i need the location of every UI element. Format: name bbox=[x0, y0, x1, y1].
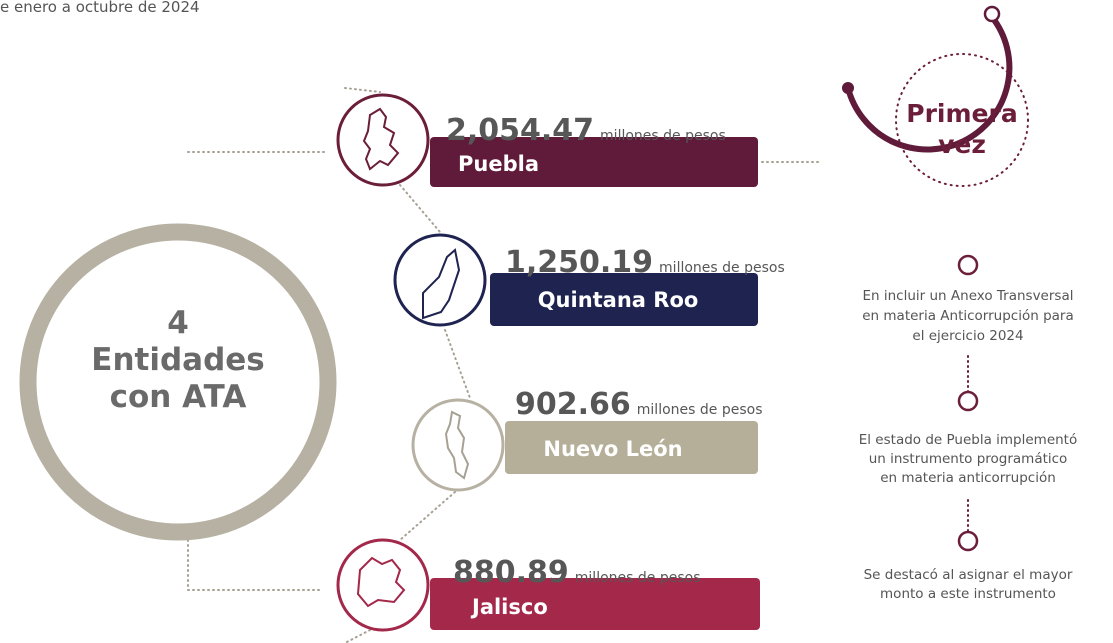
center-text: 4 bbox=[167, 305, 189, 341]
entity-unit: millones de pesos bbox=[659, 260, 785, 276]
state-icon bbox=[393, 233, 487, 327]
node bbox=[957, 390, 979, 412]
note: en materia Anticorrupción para bbox=[862, 308, 1074, 324]
entity-bar bbox=[430, 137, 758, 187]
note: El estado de Puebla implementó bbox=[859, 432, 1078, 448]
center-text: Entidades bbox=[91, 342, 264, 378]
map-shape bbox=[444, 410, 470, 480]
center-ring bbox=[19, 223, 337, 541]
node bbox=[957, 254, 979, 276]
entity-value: 880.89 bbox=[453, 555, 569, 590]
entity-unit: millones de pesos bbox=[637, 402, 763, 418]
highlight-ring bbox=[895, 53, 1029, 187]
node bbox=[983, 5, 1001, 23]
note: Se destacó al asignar el mayor bbox=[864, 567, 1073, 583]
entity-unit: millones de pesos bbox=[600, 128, 726, 144]
map-shape bbox=[422, 248, 461, 320]
map-shape bbox=[356, 556, 406, 608]
entity-bar bbox=[505, 421, 758, 474]
note: un instrumento programático bbox=[869, 451, 1068, 467]
entity-name: Quintana Roo bbox=[538, 288, 699, 312]
entity-bar bbox=[430, 578, 760, 630]
entity-name: Puebla bbox=[458, 152, 539, 176]
map-shape bbox=[362, 107, 400, 171]
state-icon bbox=[336, 93, 430, 187]
note: en materia anticorrupción bbox=[880, 470, 1056, 486]
connector bbox=[187, 87, 823, 643]
center-text: con ATA bbox=[110, 379, 247, 415]
state-icon bbox=[411, 398, 505, 492]
note: monto a este instrumento bbox=[880, 586, 1056, 602]
entity-unit: millones de pesos bbox=[575, 570, 701, 586]
highlight-arc bbox=[845, 15, 1013, 153]
entity-name: Nuevo León bbox=[543, 437, 682, 461]
highlight-text: Primera bbox=[906, 99, 1017, 128]
note: el ejercicio 2024 bbox=[912, 328, 1023, 344]
node bbox=[842, 82, 854, 94]
entity-bar bbox=[490, 273, 758, 326]
highlight-text: vez bbox=[938, 130, 986, 159]
entity-name: Jalisco bbox=[470, 595, 548, 619]
node bbox=[957, 530, 979, 552]
entity-value: 2,054.47 bbox=[446, 113, 594, 148]
state-icon bbox=[336, 538, 430, 632]
entity-value: 1,250.19 bbox=[505, 245, 653, 280]
entity-value: 902.66 bbox=[515, 387, 631, 422]
subtitle: e enero a octubre de 2024 bbox=[0, 0, 200, 16]
note: En incluir un Anexo Transversal bbox=[863, 288, 1074, 304]
